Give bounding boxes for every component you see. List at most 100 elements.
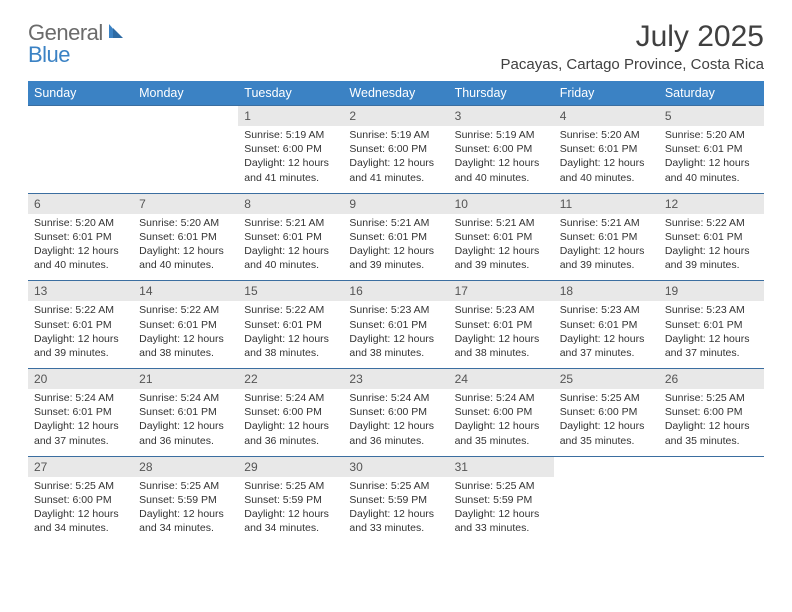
day-number-row: 6789101112: [28, 193, 764, 214]
day-number-cell: 19: [659, 281, 764, 302]
day-detail-cell: Sunrise: 5:21 AMSunset: 6:01 PMDaylight:…: [554, 214, 659, 281]
day-detail-cell: Sunrise: 5:21 AMSunset: 6:01 PMDaylight:…: [238, 214, 343, 281]
day-number: 24: [455, 372, 468, 386]
day-sunset: Sunset: 6:01 PM: [244, 318, 337, 332]
day-day1: Daylight: 12 hours: [665, 419, 758, 433]
day-number-cell: 11: [554, 193, 659, 214]
day-sunset: Sunset: 6:01 PM: [560, 142, 653, 156]
day-number-cell: 31: [449, 456, 554, 477]
day-day1: Daylight: 12 hours: [455, 156, 548, 170]
day-detail-cell: Sunrise: 5:20 AMSunset: 6:01 PMDaylight:…: [133, 214, 238, 281]
day-sunset: Sunset: 6:01 PM: [560, 318, 653, 332]
day-number-cell: 24: [449, 369, 554, 390]
day-detail-cell: Sunrise: 5:21 AMSunset: 6:01 PMDaylight:…: [449, 214, 554, 281]
day-number: 3: [455, 109, 462, 123]
day-number-row: 13141516171819: [28, 281, 764, 302]
day-day2: and 39 minutes.: [665, 258, 758, 272]
day-detail-row: Sunrise: 5:25 AMSunset: 6:00 PMDaylight:…: [28, 477, 764, 544]
day-day1: Daylight: 12 hours: [244, 332, 337, 346]
day-detail-cell: Sunrise: 5:23 AMSunset: 6:01 PMDaylight:…: [449, 301, 554, 368]
day-day2: and 37 minutes.: [665, 346, 758, 360]
day-day2: and 33 minutes.: [455, 521, 548, 535]
day-day1: Daylight: 12 hours: [349, 244, 442, 258]
day-day1: Daylight: 12 hours: [455, 419, 548, 433]
day-sunrise: Sunrise: 5:25 AM: [560, 391, 653, 405]
day-sunset: Sunset: 6:00 PM: [349, 405, 442, 419]
day-day1: Daylight: 12 hours: [34, 332, 127, 346]
day-detail-cell: Sunrise: 5:23 AMSunset: 6:01 PMDaylight:…: [343, 301, 448, 368]
day-number: 6: [34, 197, 41, 211]
day-day1: Daylight: 12 hours: [349, 156, 442, 170]
day-number-cell: 20: [28, 369, 133, 390]
day-day1: Daylight: 12 hours: [560, 419, 653, 433]
day-detail-cell: [554, 477, 659, 544]
day-number-cell: 8: [238, 193, 343, 214]
day-day2: and 41 minutes.: [349, 171, 442, 185]
day-day1: Daylight: 12 hours: [34, 419, 127, 433]
day-sunrise: Sunrise: 5:25 AM: [665, 391, 758, 405]
day-detail-cell: Sunrise: 5:20 AMSunset: 6:01 PMDaylight:…: [28, 214, 133, 281]
day-day1: Daylight: 12 hours: [455, 332, 548, 346]
day-day1: Daylight: 12 hours: [455, 244, 548, 258]
day-sunrise: Sunrise: 5:19 AM: [244, 128, 337, 142]
day-number: 18: [560, 284, 573, 298]
day-detail-cell: Sunrise: 5:23 AMSunset: 6:01 PMDaylight:…: [554, 301, 659, 368]
day-detail-cell: Sunrise: 5:22 AMSunset: 6:01 PMDaylight:…: [238, 301, 343, 368]
day-sunrise: Sunrise: 5:24 AM: [349, 391, 442, 405]
day-detail-cell: Sunrise: 5:24 AMSunset: 6:00 PMDaylight:…: [238, 389, 343, 456]
day-number-cell: 2: [343, 106, 448, 127]
day-number-cell: 23: [343, 369, 448, 390]
day-sunset: Sunset: 6:00 PM: [349, 142, 442, 156]
day-day2: and 36 minutes.: [139, 434, 232, 448]
day-number: 17: [455, 284, 468, 298]
day-number: 25: [560, 372, 573, 386]
day-number: 5: [665, 109, 672, 123]
day-day2: and 36 minutes.: [244, 434, 337, 448]
day-day1: Daylight: 12 hours: [244, 419, 337, 433]
day-sunrise: Sunrise: 5:25 AM: [139, 479, 232, 493]
day-sunset: Sunset: 6:01 PM: [139, 230, 232, 244]
day-sunrise: Sunrise: 5:23 AM: [560, 303, 653, 317]
day-number-cell: 6: [28, 193, 133, 214]
day-number-cell: 5: [659, 106, 764, 127]
day-number-cell: [554, 456, 659, 477]
day-number-cell: 16: [343, 281, 448, 302]
day-sunset: Sunset: 6:01 PM: [34, 318, 127, 332]
day-sunrise: Sunrise: 5:19 AM: [349, 128, 442, 142]
day-number-cell: 15: [238, 281, 343, 302]
day-number: 10: [455, 197, 468, 211]
day-day1: Daylight: 12 hours: [139, 332, 232, 346]
day-sunset: Sunset: 5:59 PM: [349, 493, 442, 507]
day-number-cell: 9: [343, 193, 448, 214]
day-day2: and 35 minutes.: [455, 434, 548, 448]
day-day1: Daylight: 12 hours: [349, 507, 442, 521]
day-day2: and 40 minutes.: [34, 258, 127, 272]
day-sunrise: Sunrise: 5:25 AM: [34, 479, 127, 493]
day-sunrise: Sunrise: 5:24 AM: [139, 391, 232, 405]
day-number-cell: 18: [554, 281, 659, 302]
day-detail-cell: Sunrise: 5:19 AMSunset: 6:00 PMDaylight:…: [238, 126, 343, 193]
day-sunset: Sunset: 6:01 PM: [139, 318, 232, 332]
day-header: Saturday: [659, 81, 764, 106]
day-day1: Daylight: 12 hours: [139, 507, 232, 521]
day-detail-cell: Sunrise: 5:25 AMSunset: 6:00 PMDaylight:…: [659, 389, 764, 456]
day-detail-row: Sunrise: 5:24 AMSunset: 6:01 PMDaylight:…: [28, 389, 764, 456]
day-day1: Daylight: 12 hours: [665, 244, 758, 258]
month-title: July 2025: [501, 20, 764, 54]
day-day2: and 38 minutes.: [244, 346, 337, 360]
day-sunrise: Sunrise: 5:20 AM: [34, 216, 127, 230]
day-sunset: Sunset: 6:00 PM: [455, 405, 548, 419]
day-day1: Daylight: 12 hours: [665, 332, 758, 346]
day-number: 14: [139, 284, 152, 298]
logo-blue-wrap: Blue: [28, 42, 70, 68]
day-day1: Daylight: 12 hours: [34, 244, 127, 258]
calendar-page: General July 2025 Pacayas, Cartago Provi…: [0, 0, 792, 563]
day-day2: and 38 minutes.: [139, 346, 232, 360]
day-sunset: Sunset: 6:00 PM: [244, 405, 337, 419]
day-sunrise: Sunrise: 5:19 AM: [455, 128, 548, 142]
day-number-cell: 30: [343, 456, 448, 477]
day-detail-cell: Sunrise: 5:24 AMSunset: 6:01 PMDaylight:…: [133, 389, 238, 456]
day-number: 21: [139, 372, 152, 386]
day-number-cell: [133, 106, 238, 127]
day-sunset: Sunset: 6:00 PM: [34, 493, 127, 507]
